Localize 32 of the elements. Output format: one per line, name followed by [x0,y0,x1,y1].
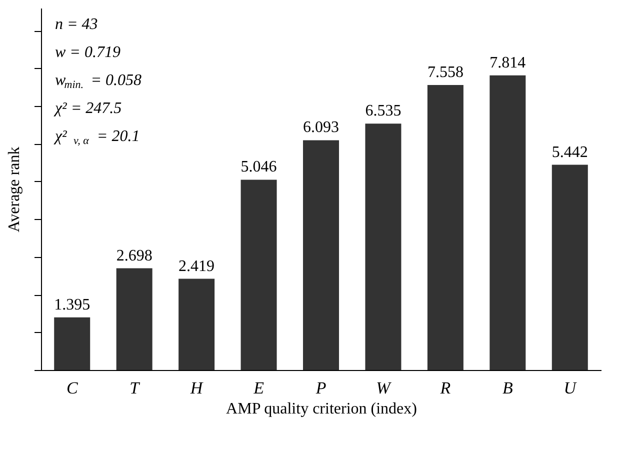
bar [552,164,588,370]
x-tick-label: C [66,378,78,398]
bar [116,268,152,370]
bar [178,278,215,370]
data-label: 5.046 [240,158,277,176]
x-tick-label: U [564,378,578,398]
bar [240,180,277,370]
data-label: 6.093 [303,119,339,136]
x-tick-label: P [314,378,326,398]
annotation: χ² = 247.5 [53,100,122,117]
data-label: 5.442 [552,144,588,161]
bar [54,317,90,370]
data-label: 7.814 [490,54,526,72]
x-tick-label: T [130,378,141,398]
y-axis-title: Average rank [6,146,23,232]
data-label: 2.698 [116,247,152,264]
bar [427,85,464,370]
data-label: 2.419 [178,258,215,275]
x-tick-label: R [439,378,452,398]
data-label: 7.558 [427,64,464,81]
x-tick-label: E [252,378,265,398]
x-tick-label: B [502,378,514,398]
bar [365,124,402,370]
annotation: w = 0.719 [55,44,120,61]
data-label: 1.395 [54,296,90,314]
bar [303,140,339,370]
x-tick-label: W [376,378,392,398]
bar [490,75,526,370]
x-tick-label: H [189,378,204,398]
x-axis-title: AMP quality criterion (index) [226,400,417,418]
data-label: 6.535 [365,102,402,120]
annotation: n = 43 [55,16,98,33]
